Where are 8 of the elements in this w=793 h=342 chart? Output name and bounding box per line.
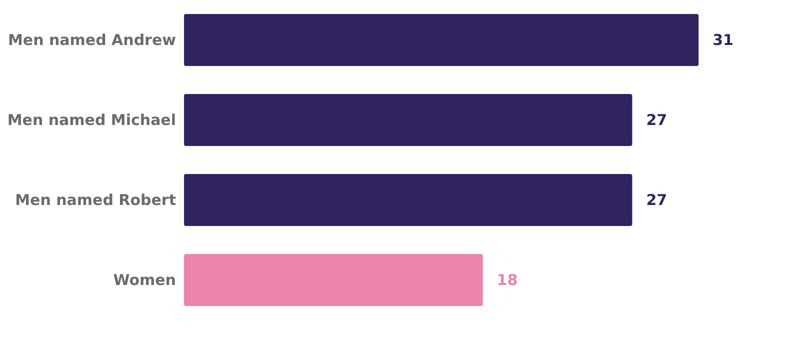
y-tick-label: Men named Andrew — [8, 31, 176, 49]
data-label: 31 — [712, 31, 734, 49]
data-label: 27 — [646, 191, 668, 209]
y-tick-label: Men named Michael — [7, 111, 176, 129]
y-tick-label: Women — [113, 271, 176, 289]
data-label: 18 — [496, 271, 518, 289]
y-tick-label: Men named Robert — [15, 191, 176, 209]
data-label: 27 — [646, 111, 668, 129]
